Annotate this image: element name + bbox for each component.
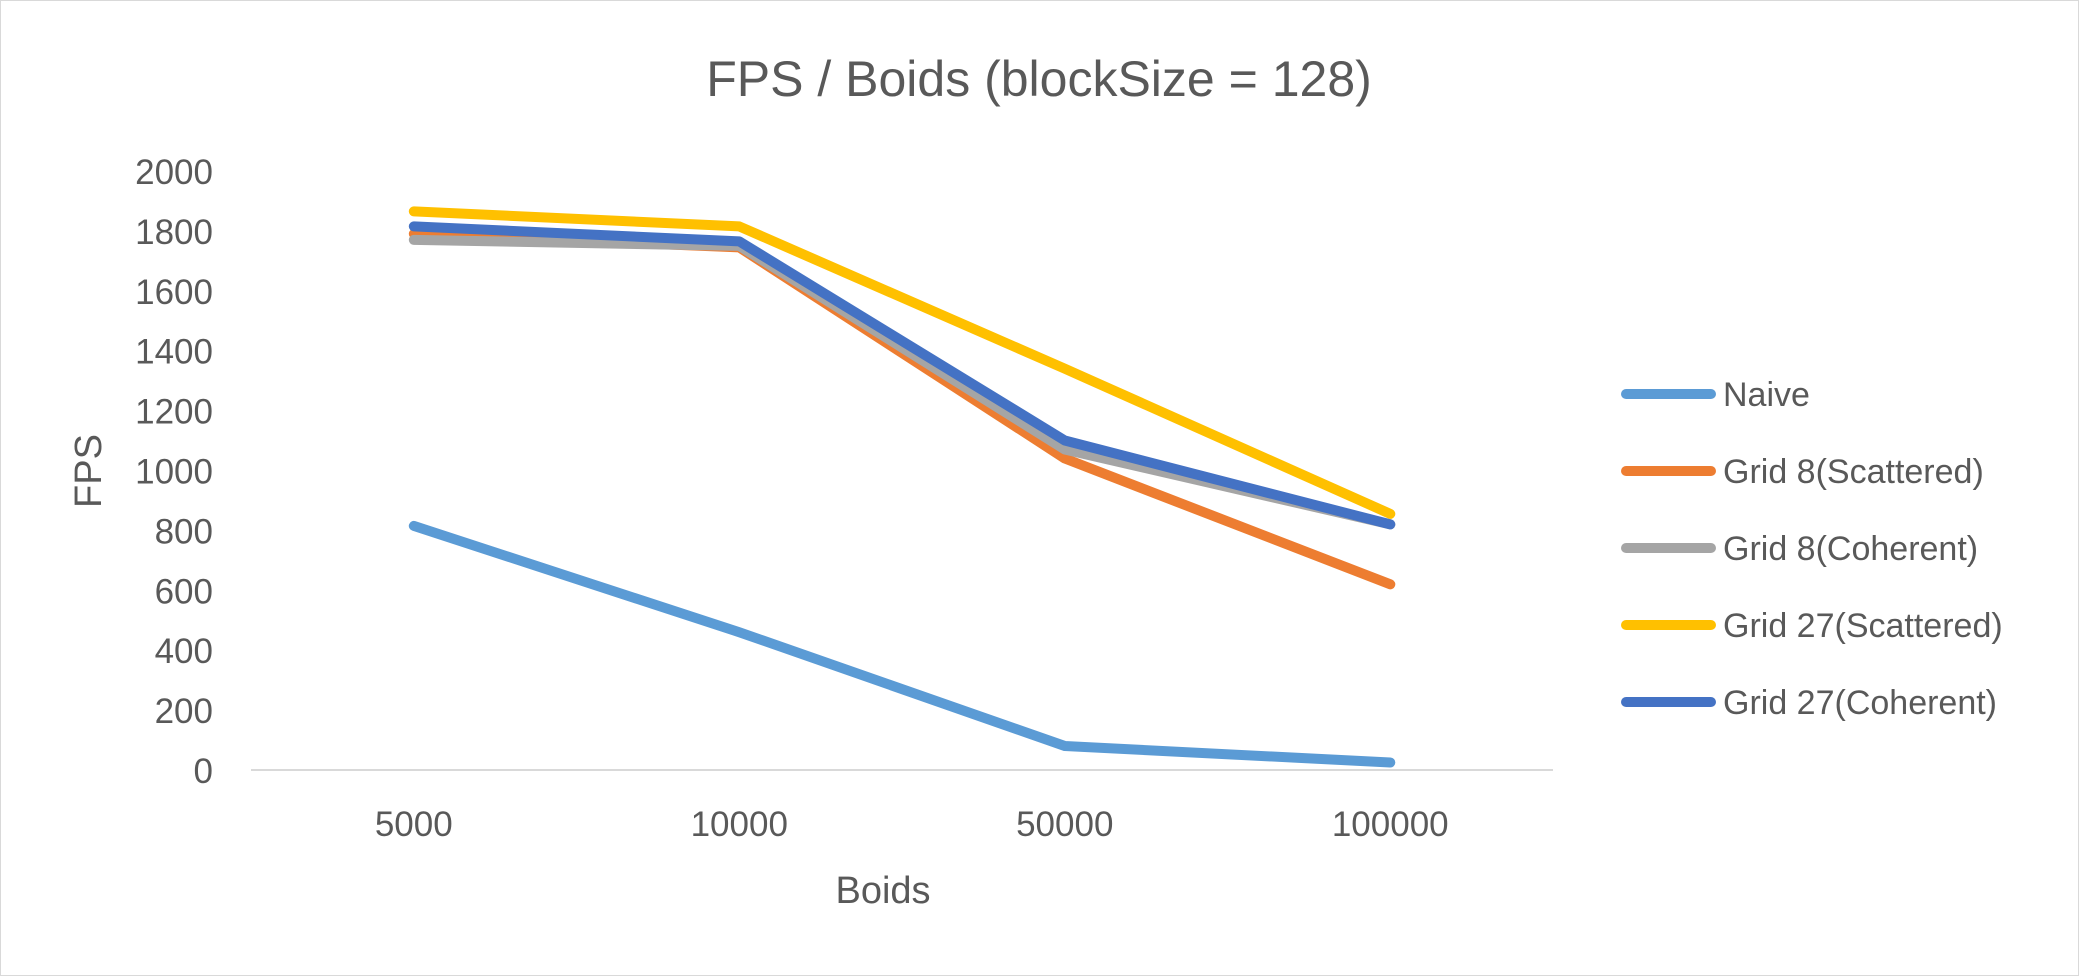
x-tick-label: 50000 <box>1016 805 1113 844</box>
y-tick-label: 1800 <box>135 213 213 252</box>
y-tick-label: 2000 <box>135 153 213 192</box>
y-tick-label: 800 <box>155 512 213 551</box>
series-line-5 <box>408 221 1396 530</box>
legend-label: Grid 8(Coherent) <box>1723 530 1978 568</box>
axis-layer: 0 200 400 600 800 1000 1200 1400 1600 1800 2000 500… <box>135 153 1553 844</box>
y-tick-label: 600 <box>155 572 213 611</box>
legend-label: Grid 27(Coherent) <box>1723 684 1997 722</box>
y-tick-label: 200 <box>155 692 213 731</box>
series-line-1 <box>408 520 1396 768</box>
legend-label: Naive <box>1723 376 1810 414</box>
x-axis-title: Boids <box>835 870 930 912</box>
x-tick-label: 100000 <box>1332 805 1449 844</box>
y-tick-label: 1200 <box>135 393 213 432</box>
series-line-4 <box>408 206 1396 519</box>
series-line-2 <box>408 228 1396 590</box>
legend-label: Grid 8(Scattered) <box>1723 453 1984 491</box>
x-tick-label: 5000 <box>375 805 453 844</box>
legend: Naive Grid 8(Scattered) Grid 8(Coherent) Gr… <box>1621 376 2003 722</box>
chart-title: FPS / Boids (blockSize = 128) <box>706 51 1372 107</box>
y-tick-label: 1600 <box>135 273 213 312</box>
y-tick-label: 400 <box>155 632 213 671</box>
series-layer <box>408 206 1396 768</box>
legend-label: Grid 27(Scattered) <box>1723 607 2003 645</box>
y-tick-label: 1400 <box>135 333 213 372</box>
x-tick-label: 10000 <box>691 805 788 844</box>
y-tick-label: 1000 <box>135 453 213 492</box>
y-tick-label: 0 <box>194 752 213 791</box>
y-axis-title: FPS <box>68 434 110 508</box>
